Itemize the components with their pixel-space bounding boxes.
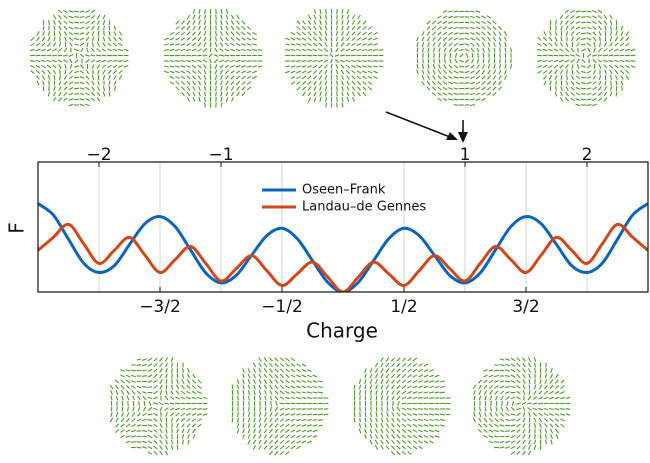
defect-icon xyxy=(349,354,451,456)
plot-frame xyxy=(37,161,649,293)
director-field xyxy=(472,357,571,456)
icon-disk xyxy=(534,6,636,108)
legend-label: Landau–de Gennes xyxy=(302,200,426,215)
icon-disk xyxy=(27,6,129,108)
x-tick-label: −2 xyxy=(86,145,111,165)
defect-icon xyxy=(412,6,514,108)
x-axis-label: Charge xyxy=(306,319,378,343)
defect-icon xyxy=(282,6,384,108)
defect-icon xyxy=(227,354,329,456)
director-field xyxy=(30,9,129,107)
x-tick-label: −1/2 xyxy=(261,297,303,317)
director-field xyxy=(416,10,513,107)
director-field xyxy=(231,357,329,456)
series-line xyxy=(38,202,648,292)
defect-icon xyxy=(106,354,208,456)
director-field xyxy=(164,9,263,108)
icon-disk xyxy=(161,6,263,108)
x-tick-label: −1 xyxy=(208,145,233,165)
icon-disk xyxy=(227,354,329,456)
series-line xyxy=(38,222,648,292)
legend-label: Oseen–Frank xyxy=(302,183,386,198)
icon-disk xyxy=(412,6,514,108)
arrow-head xyxy=(458,132,468,143)
director-field xyxy=(285,9,384,108)
x-tick-label: −3/2 xyxy=(139,297,181,317)
arrow-head xyxy=(446,132,458,140)
defect-icon xyxy=(534,6,636,108)
arrow xyxy=(385,111,451,138)
x-tick-label: 2 xyxy=(582,145,593,165)
arrows xyxy=(385,111,468,143)
defect-icon xyxy=(27,6,129,108)
defect-icon xyxy=(161,6,263,108)
y-axis-label: F xyxy=(5,222,29,234)
director-field xyxy=(109,357,208,456)
x-tick-label: 1/2 xyxy=(390,297,417,317)
director-field xyxy=(353,357,451,456)
director-field xyxy=(537,9,636,107)
x-tick-label: 3/2 xyxy=(512,297,539,317)
defect-icons xyxy=(27,6,636,456)
x-tick-label: 1 xyxy=(460,145,471,165)
defect-icon xyxy=(469,354,571,456)
